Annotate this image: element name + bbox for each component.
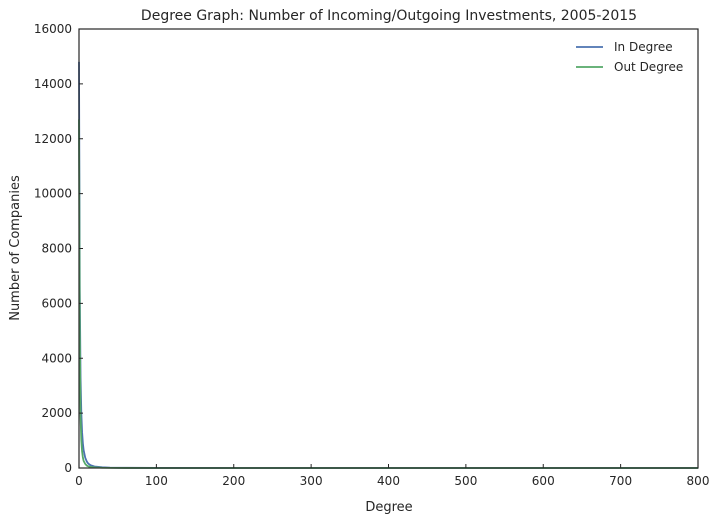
x-tick-label: 700 bbox=[609, 474, 632, 488]
y-tick-label: 14000 bbox=[34, 77, 72, 91]
x-tick-label: 500 bbox=[454, 474, 477, 488]
y-tick-label: 12000 bbox=[34, 132, 72, 146]
legend: In Degree Out Degree bbox=[576, 40, 683, 74]
x-tick-label: 600 bbox=[532, 474, 555, 488]
x-tick-label: 400 bbox=[377, 474, 400, 488]
y-axis-label: Number of Companies bbox=[8, 175, 23, 321]
x-axis-label: Degree bbox=[365, 500, 412, 515]
x-tick-label: 300 bbox=[300, 474, 323, 488]
y-tick-label: 16000 bbox=[34, 22, 72, 36]
y-tick-label: 2000 bbox=[41, 406, 72, 420]
y-axis-ticks: 0 2000 4000 6000 8000 10000 12000 14000 16000 bbox=[34, 22, 83, 475]
x-axis-ticks: 0 100 200 300 400 500 600 700 800 bbox=[75, 464, 709, 488]
x-tick-label: 100 bbox=[145, 474, 168, 488]
legend-label: Out Degree bbox=[614, 60, 683, 74]
plot-frame bbox=[78, 28, 699, 469]
series-line-in-degree bbox=[78, 61, 698, 469]
x-tick-label: 800 bbox=[687, 474, 710, 488]
y-tick-label: 10000 bbox=[34, 187, 72, 201]
chart-title: Degree Graph: Number of Incoming/Outgoin… bbox=[141, 8, 637, 24]
y-tick-label: 0 bbox=[64, 461, 72, 475]
series-layer bbox=[78, 61, 698, 469]
y-tick-label: 8000 bbox=[41, 242, 72, 256]
x-tick-label: 200 bbox=[222, 474, 245, 488]
x-tick-label: 0 bbox=[75, 474, 83, 488]
series-line-out-degree bbox=[78, 119, 698, 469]
y-tick-label: 4000 bbox=[41, 351, 72, 365]
y-tick-label: 6000 bbox=[41, 296, 72, 310]
legend-label: In Degree bbox=[614, 40, 673, 54]
